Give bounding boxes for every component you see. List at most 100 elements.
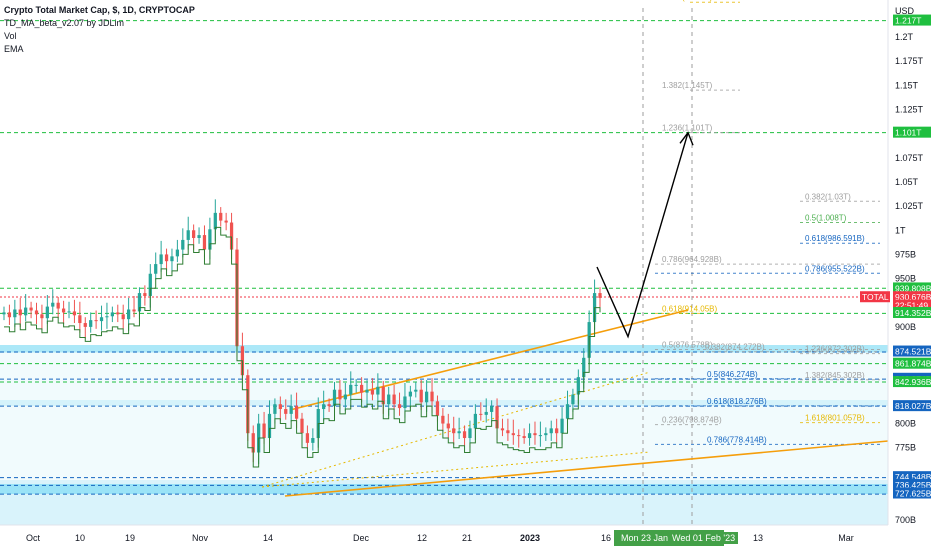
candle-body (2, 312, 6, 315)
candle-body (403, 396, 407, 409)
fib-level-label: 1.382(845.302B) (805, 371, 865, 380)
indicator-vol[interactable]: Vol (4, 31, 17, 41)
candle-body (381, 386, 385, 405)
candle-body (164, 254, 169, 262)
time-tick: Oct (26, 533, 41, 543)
fib-level-label: 0.5(1.008T) (805, 214, 847, 223)
candle-body (267, 413, 272, 439)
fib-level-label: 0.786(955.522B) (805, 264, 865, 273)
price-tick: 775B (895, 443, 916, 453)
candle-body (419, 389, 423, 403)
price-label-bg (893, 14, 931, 26)
candle-body (262, 423, 266, 439)
price-label: 736.425B (895, 480, 932, 490)
candle-body (490, 406, 494, 412)
price-label: 727.625B (895, 488, 932, 498)
candle-body (116, 312, 120, 315)
candle-body (598, 293, 602, 298)
time-label-end: Wed 01 Feb '23 (669, 532, 739, 544)
candle-body (468, 428, 472, 439)
candle-body (522, 436, 526, 439)
candle-body (202, 235, 207, 250)
candle-body (175, 249, 180, 257)
candle-body (327, 404, 331, 407)
candle-body (148, 273, 152, 296)
candle-body (500, 428, 505, 431)
candle-body (83, 323, 87, 327)
trendline-upper (289, 309, 689, 411)
candle-body (408, 391, 412, 397)
candle-body (72, 311, 77, 316)
price-label: TOTAL (862, 292, 889, 302)
indicator-ema[interactable]: EMA (4, 44, 24, 54)
candle-body (376, 386, 380, 395)
price-label: 1.101T (895, 128, 921, 138)
price-label-bg (893, 126, 931, 138)
candle-body (181, 239, 185, 250)
price-label: 818.027B (895, 401, 932, 411)
price-label-bg (893, 291, 931, 303)
indicator-td-ma[interactable]: TD_MA_beta_v2.07 by JDLim (4, 18, 125, 28)
candle-body (479, 413, 483, 415)
candle-body (506, 430, 510, 434)
candle-body (197, 235, 201, 238)
price-label-bg (893, 345, 931, 357)
price-axis (888, 0, 932, 550)
fib-level-label: 1.618(801.057B) (805, 414, 865, 423)
candle-body (159, 254, 163, 265)
fib-level-label: 0.618(986.591B) (805, 234, 865, 243)
candle-body (224, 220, 228, 223)
price-label: 1.217T (895, 16, 921, 26)
candle-body (555, 428, 559, 434)
candle-body (517, 435, 521, 437)
axis-currency: USD (895, 6, 915, 16)
candle-body (533, 433, 537, 436)
candle-body (452, 428, 456, 434)
price-tick: 1.125T (895, 104, 924, 114)
candle-body (473, 413, 478, 429)
candle-body (143, 293, 147, 296)
candle-body (397, 404, 402, 409)
time-tick: Nov (192, 533, 209, 543)
fib-level-label: 0.382(1.03T) (805, 192, 851, 201)
time-tick: 12 (417, 533, 427, 543)
candle-body (24, 307, 28, 316)
price-tick: 1.15T (895, 80, 919, 90)
fib-level-label: 0.5(846.274B) (707, 370, 758, 379)
projection-path (596, 132, 689, 339)
candle-body (251, 433, 255, 453)
candle-body (349, 384, 353, 395)
price-tick: 700B (895, 515, 916, 525)
candle-body (311, 438, 315, 443)
fib-level-label: 1.382(1.145T) (662, 81, 713, 90)
candle-body (392, 394, 396, 405)
time-tick: 19 (125, 533, 135, 543)
price-tick: 975B (895, 249, 916, 259)
candle-body (219, 212, 223, 221)
candle-body (457, 431, 461, 434)
candle-body (126, 309, 131, 320)
candle-body (582, 357, 586, 378)
candle-body (365, 389, 369, 393)
price-label: 744.548B (895, 472, 932, 482)
candle-body (18, 309, 22, 316)
price-label-bg (893, 471, 931, 483)
projection-arrowhead (679, 131, 694, 146)
candle-body (105, 316, 109, 318)
candle-body (571, 394, 575, 405)
price-tick: 950B (895, 274, 916, 284)
price-tick: 800B (895, 419, 916, 429)
price-label-bg (893, 487, 931, 499)
candle-body (56, 302, 60, 309)
candle-body (511, 433, 515, 436)
candle-body (441, 415, 445, 424)
price-tick: 1.025T (895, 201, 924, 211)
fib-level-label: 0.786(778.414B) (707, 435, 767, 444)
price-label: 874.521B (895, 347, 932, 357)
candle-body (424, 391, 429, 403)
price-label-bg (860, 291, 890, 303)
chart-title: Crypto Total Market Cap, $, 1D, CRYPTOCA… (4, 5, 195, 15)
price-label: 861.874B (895, 359, 932, 369)
candle-body (538, 435, 543, 437)
